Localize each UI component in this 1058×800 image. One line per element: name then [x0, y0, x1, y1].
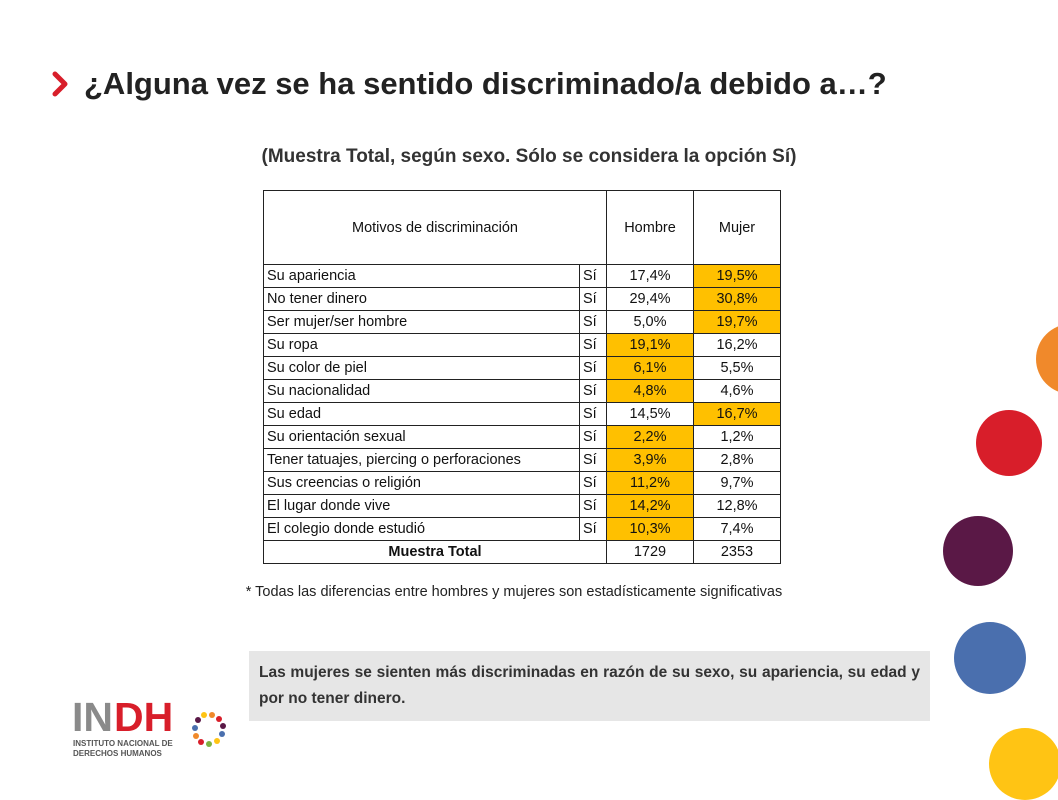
cell-motivo: Su edad	[263, 402, 580, 426]
cell-mujer: 16,7%	[693, 402, 781, 426]
table-row: El colegio donde estudió Sí 10,3% 7,4%	[263, 517, 781, 541]
cell-hombre: 29,4%	[606, 287, 694, 311]
discrimination-table: Motivos de discriminación Hombre Mujer S…	[263, 190, 781, 564]
decorative-dot-yellow	[989, 728, 1058, 800]
cell-motivo: Su nacionalidad	[263, 379, 580, 403]
cell-motivo: Tener tatuajes, piercing o perforaciones	[263, 448, 580, 472]
total-row: Muestra Total 1729 2353	[263, 540, 781, 564]
subtitle: (Muestra Total, según sexo. Sólo se cons…	[261, 146, 797, 167]
cell-hombre: 14,5%	[606, 402, 694, 426]
logo-text-dh: DH	[114, 694, 173, 740]
cell-opcion: Sí	[579, 494, 607, 518]
cell-hombre: 10,3%	[606, 517, 694, 541]
cell-mujer: 7,4%	[693, 517, 781, 541]
total-hombre: 1729	[606, 540, 694, 564]
logo-line2: DERECHOS HUMANOS	[73, 749, 163, 758]
table-row: Su apariencia Sí 17,4% 19,5%	[263, 264, 781, 288]
page-title: ¿Alguna vez se ha sentido discriminado/a…	[84, 66, 887, 101]
table-row: El lugar donde vive Sí 14,2% 12,8%	[263, 494, 781, 518]
cell-mujer: 1,2%	[693, 425, 781, 449]
logo-dots-icon	[192, 712, 226, 747]
logo-line1: INSTITUTO NACIONAL DE	[73, 739, 173, 748]
total-label: Muestra Total	[263, 540, 607, 564]
table-row: Tener tatuajes, piercing o perforaciones…	[263, 448, 781, 472]
cell-motivo: Su apariencia	[263, 264, 580, 288]
cell-mujer: 5,5%	[693, 356, 781, 380]
header-mujer: Mujer	[693, 190, 781, 265]
indh-logo: IN DH INSTITUTO NACIONAL DE DERECHOS HUM…	[72, 694, 226, 758]
cell-opcion: Sí	[579, 471, 607, 495]
table-body: Su apariencia Sí 17,4% 19,5% No tener dinero…	[263, 264, 781, 541]
cell-motivo: Sus creencias o religión	[263, 471, 580, 495]
cell-opcion: Sí	[579, 333, 607, 357]
cell-hombre: 19,1%	[606, 333, 694, 357]
cell-motivo: Ser mujer/ser hombre	[263, 310, 580, 334]
cell-motivo: Su orientación sexual	[263, 425, 580, 449]
table-header-row: Motivos de discriminación Hombre Mujer	[263, 190, 781, 265]
header-motivos: Motivos de discriminación	[263, 190, 607, 265]
cell-hombre: 4,8%	[606, 379, 694, 403]
cell-hombre: 3,9%	[606, 448, 694, 472]
header-hombre: Hombre	[606, 190, 694, 265]
decorative-dot-blue	[954, 622, 1026, 694]
cell-motivo: No tener dinero	[263, 287, 580, 311]
cell-opcion: Sí	[579, 287, 607, 311]
cell-motivo: Su color de piel	[263, 356, 580, 380]
table-row: Su nacionalidad Sí 4,8% 4,6%	[263, 379, 781, 403]
table-row: Su orientación sexual Sí 2,2% 1,2%	[263, 425, 781, 449]
cell-mujer: 4,6%	[693, 379, 781, 403]
logo-text-in: IN	[72, 694, 113, 740]
table-row: Sus creencias o religión Sí 11,2% 9,7%	[263, 471, 781, 495]
decorative-dot-red	[976, 410, 1042, 476]
table-row: Su edad Sí 14,5% 16,7%	[263, 402, 781, 426]
chevron-right-icon	[52, 71, 68, 97]
cell-mujer: 19,7%	[693, 310, 781, 334]
cell-mujer: 12,8%	[693, 494, 781, 518]
table-row: No tener dinero Sí 29,4% 30,8%	[263, 287, 781, 311]
total-mujer: 2353	[693, 540, 781, 564]
cell-opcion: Sí	[579, 448, 607, 472]
cell-hombre: 11,2%	[606, 471, 694, 495]
cell-opcion: Sí	[579, 356, 607, 380]
cell-mujer: 9,7%	[693, 471, 781, 495]
table-row: Su ropa Sí 19,1% 16,2%	[263, 333, 781, 357]
title-row: ¿Alguna vez se ha sentido discriminado/a…	[50, 66, 887, 102]
cell-hombre: 6,1%	[606, 356, 694, 380]
cell-hombre: 5,0%	[606, 310, 694, 334]
decorative-dot-orange	[1036, 324, 1058, 394]
table-row: Ser mujer/ser hombre Sí 5,0% 19,7%	[263, 310, 781, 334]
conclusion-note: Las mujeres se sienten más discriminadas…	[249, 651, 930, 721]
cell-mujer: 2,8%	[693, 448, 781, 472]
cell-mujer: 30,8%	[693, 287, 781, 311]
cell-opcion: Sí	[579, 379, 607, 403]
cell-mujer: 19,5%	[693, 264, 781, 288]
cell-opcion: Sí	[579, 402, 607, 426]
footnote: * Todas las diferencias entre hombres y …	[245, 584, 783, 600]
cell-motivo: Su ropa	[263, 333, 580, 357]
cell-opcion: Sí	[579, 517, 607, 541]
cell-opcion: Sí	[579, 310, 607, 334]
cell-hombre: 2,2%	[606, 425, 694, 449]
cell-hombre: 17,4%	[606, 264, 694, 288]
cell-opcion: Sí	[579, 264, 607, 288]
cell-motivo: El lugar donde vive	[263, 494, 580, 518]
decorative-dot-purple	[943, 516, 1013, 586]
cell-opcion: Sí	[579, 425, 607, 449]
table-row: Su color de piel Sí 6,1% 5,5%	[263, 356, 781, 380]
cell-mujer: 16,2%	[693, 333, 781, 357]
cell-hombre: 14,2%	[606, 494, 694, 518]
cell-motivo: El colegio donde estudió	[263, 517, 580, 541]
